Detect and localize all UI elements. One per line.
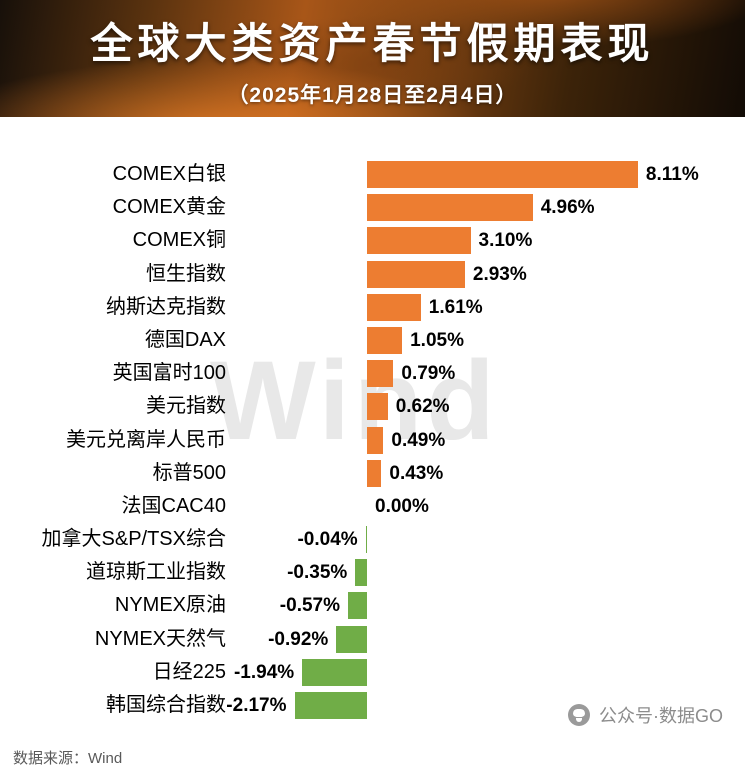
category-label: 道琼斯工业指数 [86,561,226,584]
bar-chart: COMEX白银 8.11% COMEX黄金 4.96% COMEX铜 3.10% 恒生指数 2… [0,158,745,722]
value-label: -0.92% [268,628,329,650]
chart-row: 美元指数 0.62% [0,390,745,423]
category-label: NYMEX原油 [114,594,226,617]
category-label: 美元指数 [146,395,226,418]
category-label: COMEX白银 [112,163,226,185]
positive-bar [367,393,388,421]
value-label: 0.49% [391,429,446,451]
value-label: -0.04% [297,529,358,551]
positive-bar [367,326,403,354]
value-label: 2.93% [472,263,527,285]
negative-bar [365,526,367,554]
value-label: 8.11% [645,164,699,185]
chart-row: 韩国综合指数 -2.17% [0,689,745,722]
value-label: 3.10% [478,230,533,252]
chart-row: NYMEX原油 -0.57% [0,589,745,622]
chart-row: COMEX黄金 4.96% [0,191,745,224]
wind-watermark: Wind [210,338,499,463]
category-label: 日经225 [152,660,226,683]
chart-row: NYMEX天然气 -0.92% [0,623,745,656]
positive-bar [367,426,384,454]
chart-row: 英国富时100 0.79% [0,357,745,390]
category-label: 法国CAC40 [121,494,226,517]
category-label: 纳斯达克指数 [106,295,226,318]
positive-bar [367,293,421,321]
category-label: COMEX铜 [132,229,226,252]
value-label: 1.05% [410,329,464,351]
value-label: -1.94% [233,661,295,683]
header-banner: 全球大类资产春节假期表现 （2025年1月28日至2月4日） [0,0,745,117]
value-label: -0.57% [279,595,340,617]
value-label: -2.17% [226,695,287,716]
negative-bar [302,658,367,686]
value-label: -0.35% [287,562,348,584]
chart-row: 日经225 -1.94% [0,656,745,689]
chart-row: COMEX白银 8.11% [0,158,745,191]
positive-bar [367,260,465,288]
wechat-account-label: 公众号·数据GO [599,706,723,726]
positive-bar [367,459,382,487]
chart-row: 加拿大S&P/TSX综合 -0.04% [0,523,745,556]
value-label: 0.62% [395,396,450,418]
value-label: 1.61% [428,296,483,318]
value-label: 0.00% [375,495,429,517]
category-label: 德国DAX [144,328,226,351]
positive-bar [367,194,533,222]
value-label: 4.96% [540,197,595,219]
category-label: 韩国综合指数 [106,694,226,716]
positive-bar [367,360,394,388]
chart-row: 美元兑离岸人民币 0.49% [0,424,745,457]
negative-bar [294,692,367,719]
category-label: 标普500 [152,461,226,484]
category-label: 加拿大S&P/TSX综合 [41,528,226,551]
chart-row: 标普500 0.43% [0,457,745,490]
value-label: 0.43% [389,462,444,484]
category-label: 恒生指数 [146,262,226,285]
page-subtitle: （2025年1月28日至2月4日） [227,84,518,107]
category-label: 英国富时100 [112,362,226,385]
chart-row: 法国CAC40 0.00% [0,490,745,523]
positive-bar [367,227,471,255]
chart-row: 恒生指数 2.93% [0,258,745,291]
negative-bar [348,592,367,620]
page-title: 全球大类资产春节假期表现 [90,20,655,67]
chart-row: 纳斯达克指数 1.61% [0,291,745,324]
category-label: NYMEX天然气 [94,627,226,650]
wechat-account-line: 公众号·数据GO [568,702,723,728]
category-label: 美元兑离岸人民币 [66,428,226,451]
positive-bar [367,161,638,188]
chart-row: 道琼斯工业指数 -0.35% [0,556,745,589]
negative-bar [336,625,367,653]
data-source-label: 数据来源：Wind [13,750,123,767]
category-label: COMEX黄金 [112,196,226,219]
chart-row: 德国DAX 1.05% [0,324,745,357]
value-label: 0.79% [401,363,456,385]
wechat-icon [568,704,590,726]
negative-bar [355,559,367,587]
chart-row: COMEX铜 3.10% [0,224,745,257]
